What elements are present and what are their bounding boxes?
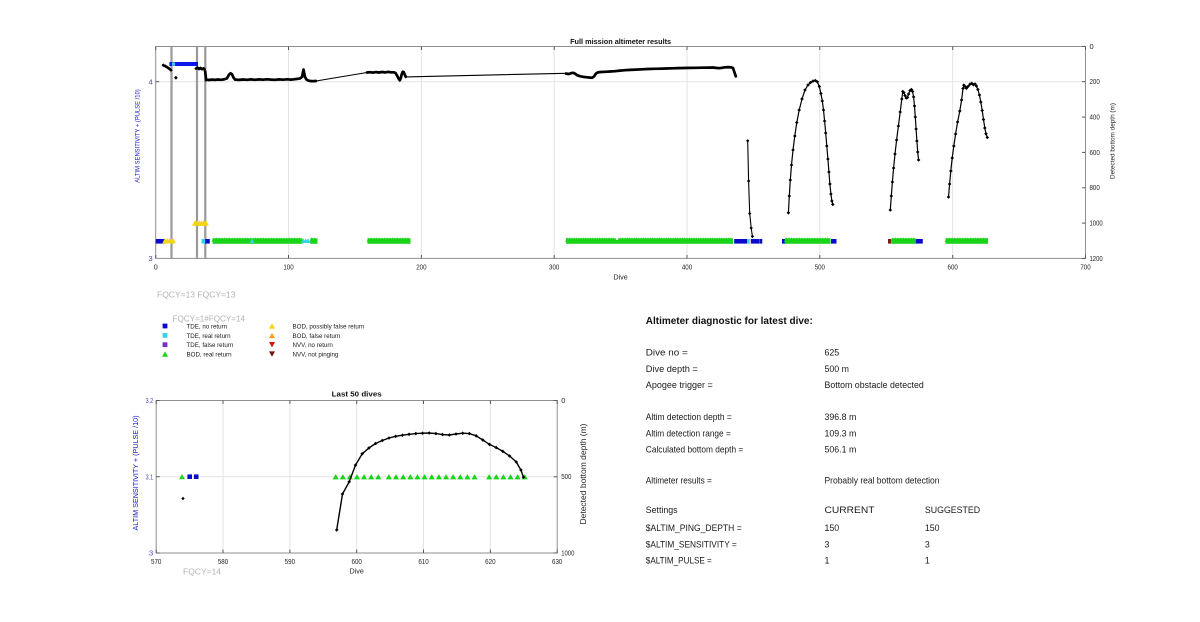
svg-text:150: 150 bbox=[925, 523, 940, 533]
svg-text:506.1 m: 506.1 m bbox=[825, 444, 857, 454]
svg-text:$ALTIM_PING_DEPTH =: $ALTIM_PING_DEPTH = bbox=[646, 523, 742, 533]
svg-text:Altimeter diagnostic for lates: Altimeter diagnostic for latest dive: bbox=[646, 316, 813, 327]
svg-text:150: 150 bbox=[825, 523, 840, 533]
svg-text:200: 200 bbox=[416, 262, 426, 271]
svg-text:600: 600 bbox=[1090, 148, 1100, 157]
svg-text:500: 500 bbox=[561, 472, 571, 481]
svg-text:Detected bottom depth (m): Detected bottom depth (m) bbox=[1110, 103, 1117, 179]
svg-text:BOD, false return: BOD, false return bbox=[293, 333, 341, 340]
svg-text:800: 800 bbox=[1090, 183, 1100, 192]
svg-text:1000: 1000 bbox=[1090, 219, 1103, 228]
svg-text:610: 610 bbox=[418, 557, 428, 566]
svg-text:Dive: Dive bbox=[613, 273, 627, 282]
svg-text:620: 620 bbox=[485, 557, 495, 566]
svg-text:$ALTIM_PULSE =: $ALTIM_PULSE = bbox=[646, 555, 712, 565]
svg-text:FQCY=13 FQCY=13: FQCY=13 FQCY=13 bbox=[157, 290, 236, 300]
svg-text:Bottom obstacle detected: Bottom obstacle detected bbox=[825, 380, 924, 390]
svg-text:Calculated bottom depth =: Calculated bottom depth = bbox=[646, 444, 744, 454]
svg-text:3.1: 3.1 bbox=[146, 472, 154, 481]
svg-text:Last 50 dives: Last 50 dives bbox=[332, 390, 382, 399]
svg-text:396.8 m: 396.8 m bbox=[825, 412, 857, 422]
svg-text:500: 500 bbox=[815, 262, 825, 271]
svg-text:500 m: 500 m bbox=[825, 364, 849, 374]
svg-text:400: 400 bbox=[682, 262, 692, 271]
svg-text:630: 630 bbox=[552, 557, 562, 566]
svg-text:300: 300 bbox=[549, 262, 559, 271]
svg-text:0: 0 bbox=[1090, 42, 1094, 51]
svg-text:0: 0 bbox=[561, 396, 565, 405]
svg-text:$ALTIM_SENSITIVITY =: $ALTIM_SENSITIVITY = bbox=[646, 539, 737, 549]
svg-text:600: 600 bbox=[352, 557, 362, 566]
svg-text:FQCY=14: FQCY=14 bbox=[183, 567, 221, 577]
svg-text:Full mission altimeter results: Full mission altimeter results bbox=[570, 37, 671, 46]
svg-text:Settings: Settings bbox=[646, 505, 678, 515]
svg-text:3.2: 3.2 bbox=[146, 396, 154, 405]
svg-text:590: 590 bbox=[285, 557, 295, 566]
svg-text:3: 3 bbox=[149, 254, 153, 263]
svg-text:100: 100 bbox=[283, 262, 293, 271]
svg-text:Detected bottom depth (m): Detected bottom depth (m) bbox=[579, 423, 588, 524]
svg-text:ALTIM SENSITIVITY + (PULSE /10: ALTIM SENSITIVITY + (PULSE /10) bbox=[135, 89, 142, 183]
svg-text:3: 3 bbox=[149, 549, 153, 558]
svg-text:Dive: Dive bbox=[350, 567, 364, 576]
svg-text:570: 570 bbox=[151, 557, 161, 566]
svg-text:625: 625 bbox=[825, 347, 840, 357]
svg-text:200: 200 bbox=[1090, 77, 1100, 86]
svg-text:4: 4 bbox=[149, 77, 153, 86]
svg-text:400: 400 bbox=[1090, 112, 1100, 121]
svg-text:Probably real bottom detection: Probably real bottom detection bbox=[825, 476, 940, 486]
svg-text:1: 1 bbox=[925, 555, 930, 565]
svg-text:TDE, false return: TDE, false return bbox=[187, 342, 234, 349]
svg-text:Dive no =: Dive no = bbox=[646, 347, 688, 357]
svg-text:Altimeter results =: Altimeter results = bbox=[646, 476, 712, 486]
svg-text:BOD, real return: BOD, real return bbox=[187, 352, 233, 359]
svg-text:700: 700 bbox=[1080, 262, 1090, 271]
svg-text:BOD, possibly false return: BOD, possibly false return bbox=[293, 324, 365, 331]
svg-text:3: 3 bbox=[925, 539, 930, 549]
svg-text:600: 600 bbox=[948, 262, 958, 271]
svg-text:580: 580 bbox=[218, 557, 228, 566]
svg-text:109.3 m: 109.3 m bbox=[825, 428, 857, 438]
svg-text:1000: 1000 bbox=[561, 548, 574, 557]
svg-text:Altim detection range =: Altim detection range = bbox=[646, 428, 731, 438]
svg-text:TDE, real return: TDE, real return bbox=[187, 333, 232, 340]
svg-text:1: 1 bbox=[825, 555, 830, 565]
svg-text:NVV, no return: NVV, no return bbox=[293, 342, 334, 349]
svg-text:0: 0 bbox=[154, 262, 158, 271]
svg-text:NVV, not pinging: NVV, not pinging bbox=[293, 352, 339, 359]
svg-text:Dive depth =: Dive depth = bbox=[646, 364, 698, 374]
svg-text:ALTIM SENSITIVITY + (PULSE /10: ALTIM SENSITIVITY + (PULSE /10) bbox=[131, 416, 140, 531]
svg-text:CURRENT: CURRENT bbox=[825, 505, 876, 515]
svg-text:3: 3 bbox=[825, 539, 830, 549]
svg-text:Apogee trigger =: Apogee trigger = bbox=[646, 380, 713, 390]
svg-text:Altim detection depth =: Altim detection depth = bbox=[646, 412, 732, 422]
svg-text:TDE, no return: TDE, no return bbox=[187, 324, 228, 331]
svg-text:SUGGESTED: SUGGESTED bbox=[925, 505, 980, 515]
svg-text:FQCY=1#FQCY=14: FQCY=1#FQCY=14 bbox=[173, 314, 246, 324]
svg-text:1200: 1200 bbox=[1090, 254, 1103, 263]
